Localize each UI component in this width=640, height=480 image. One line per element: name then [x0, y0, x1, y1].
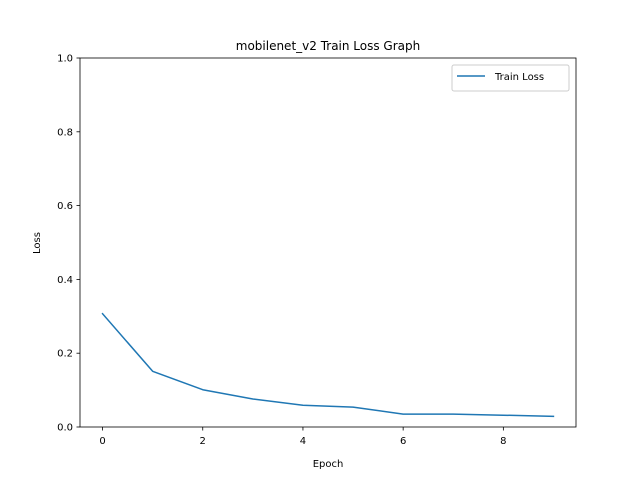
y-axis: 0.0 0.2 0.4 0.6 0.8 1.0 — [57, 54, 80, 434]
y-tick-label: 0.6 — [57, 201, 73, 212]
x-tick-label: 6 — [400, 436, 406, 447]
y-tick-label: 0.2 — [57, 349, 73, 360]
legend: Train Loss — [451, 64, 570, 92]
x-tick-label: 2 — [200, 436, 206, 447]
plot-background — [80, 58, 576, 427]
series-line-train-loss — [101, 312, 555, 418]
x-tick-label: 4 — [300, 436, 306, 447]
plot-frame — [79, 57, 577, 428]
legend-box — [451, 64, 570, 92]
legend-label-train-loss: Train Loss — [494, 72, 544, 83]
chart-title: mobilenet_v2 Train Loss Graph — [236, 39, 421, 53]
x-tick-label: 0 — [99, 436, 105, 447]
y-axis-label: Loss — [32, 232, 43, 254]
x-axis-label: Epoch — [313, 459, 344, 470]
y-tick-label: 0.8 — [57, 127, 73, 138]
y-tick-label: 1.0 — [57, 54, 73, 65]
x-tick-label: 8 — [500, 436, 506, 447]
x-axis: 0 2 4 6 8 — [99, 427, 507, 447]
y-tick-label: 0.4 — [57, 275, 73, 286]
y-tick-label: 0.0 — [57, 423, 73, 434]
plot-area — [79, 57, 577, 428]
series-layer — [101, 312, 555, 418]
